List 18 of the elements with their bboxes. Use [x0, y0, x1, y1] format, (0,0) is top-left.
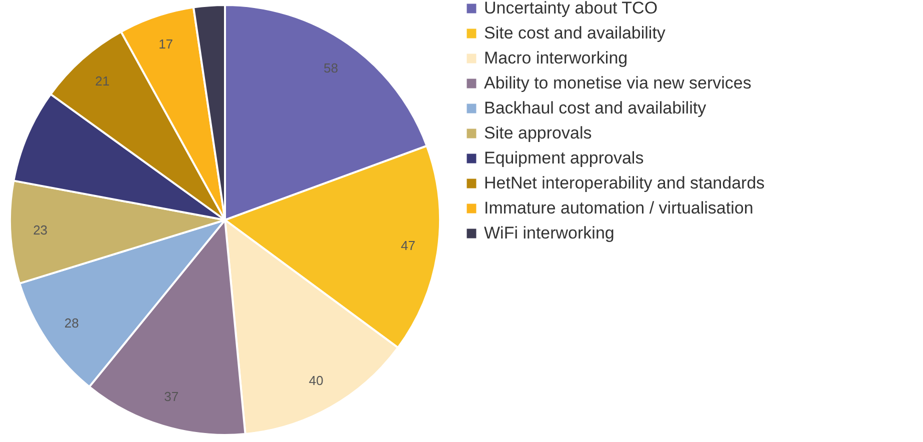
data-label: 17: [158, 36, 174, 52]
legend-label: Macro interworking: [484, 48, 628, 68]
legend-label: HetNet interoperability and standards: [484, 174, 765, 192]
data-label: 37: [164, 389, 179, 404]
legend-label: Site approvals: [484, 124, 592, 142]
legend-label: Immature automation / virtualisation: [484, 198, 754, 218]
legend-label: Ability to monetise via new services: [484, 74, 752, 92]
legend-label: Equipment approvals: [484, 148, 644, 168]
data-label: 47: [400, 238, 416, 254]
data-label: 28: [64, 315, 79, 330]
legend-label: Backhaul cost and availability: [484, 98, 707, 118]
data-label: 40: [308, 373, 324, 388]
legend-label: Site cost and availability: [484, 24, 666, 42]
data-label: 23: [33, 222, 48, 238]
data-label: 58: [324, 60, 338, 76]
legend-label: Uncertainty about TCO: [484, 0, 658, 18]
data-label: 21: [95, 74, 110, 89]
legend-label: WiFi interworking: [484, 224, 614, 242]
